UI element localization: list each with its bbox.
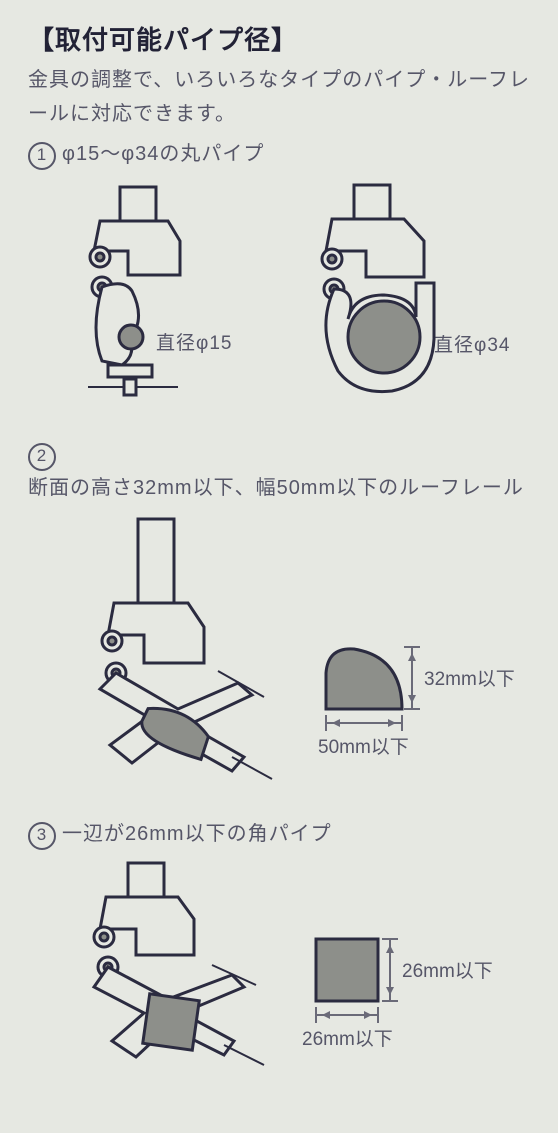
section3-text: 一辺が26mm以下の角パイプ (62, 817, 536, 851)
square-crosssection: 26mm以下 26mm以下 (296, 919, 526, 1079)
section3-number-icon: 3 (28, 822, 56, 850)
label-large: 直径φ34 (434, 334, 510, 356)
heading: 【取付可能パイプ径】 (28, 20, 536, 57)
label-small: 直径φ15 (156, 332, 232, 354)
dim-w-label: 50mm以下 (318, 737, 409, 758)
section2-title: 2 断面の高さ32mm以下、幅50mm以下のルーフレール (28, 443, 536, 505)
bracket-roofrail-figure (28, 513, 288, 793)
section3-figures: 26mm以下 26mm以下 (28, 859, 536, 1079)
bracket-large-figure: 直径φ34 (276, 179, 536, 419)
sq-dim-w-label: 26mm以下 (302, 1029, 393, 1050)
description: 金具の調整で、いろいろなタイプのパイプ・ルーフレールに対応できます。 (28, 63, 536, 131)
bracket-small-figure: 直径φ15 (28, 179, 258, 419)
section2-text: 断面の高さ32mm以下、幅50mm以下のルーフレール (28, 471, 536, 505)
section1-number-icon: 1 (28, 142, 56, 170)
section3-title: 3 一辺が26mm以下の角パイプ (28, 817, 536, 851)
section2-number-icon: 2 (28, 443, 56, 471)
section2-figures: 32mm以下 50mm以下 (28, 513, 536, 793)
roofrail-crosssection: 32mm以下 50mm以下 (306, 623, 536, 793)
section1-figures: 直径φ15 直径φ34 (28, 179, 536, 419)
bracket-square-figure (28, 859, 278, 1079)
dim-h-label: 32mm以下 (424, 669, 515, 690)
page: 【取付可能パイプ径】 金具の調整で、いろいろなタイプのパイプ・ルーフレールに対応… (0, 0, 558, 1113)
section1-text: φ15～φ34の丸パイプ (62, 137, 536, 171)
section1-title: 1 φ15～φ34の丸パイプ (28, 137, 536, 171)
sq-dim-h-label: 26mm以下 (402, 961, 493, 982)
